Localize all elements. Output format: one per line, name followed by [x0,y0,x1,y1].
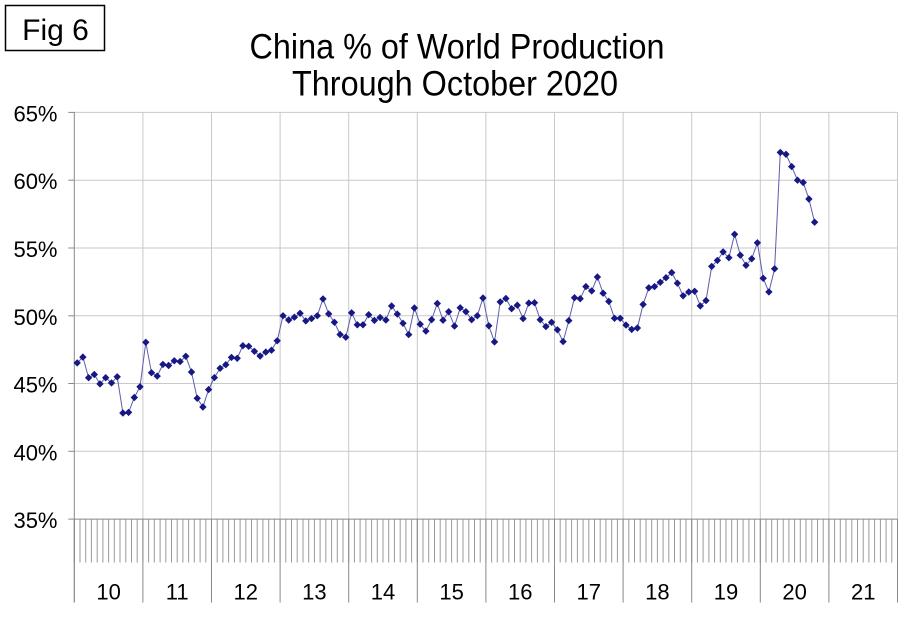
svg-text:60%: 60% [13,169,57,194]
svg-text:40%: 40% [13,440,57,465]
svg-text:10: 10 [96,580,120,605]
svg-text:16: 16 [508,580,532,605]
svg-text:35%: 35% [13,508,57,533]
svg-text:Fig 6: Fig 6 [22,14,89,47]
svg-text:17: 17 [577,580,601,605]
svg-text:20: 20 [782,580,806,605]
svg-text:China % of World Production: China % of World Production [250,27,665,66]
svg-text:14: 14 [371,580,395,605]
svg-text:21: 21 [851,580,875,605]
svg-text:65%: 65% [13,101,57,126]
svg-text:12: 12 [234,580,258,605]
svg-text:Through October 2020: Through October 2020 [292,64,618,103]
svg-text:15: 15 [439,580,463,605]
svg-text:18: 18 [645,580,669,605]
svg-text:45%: 45% [13,373,57,398]
svg-text:19: 19 [714,580,738,605]
svg-text:50%: 50% [13,305,57,330]
svg-text:55%: 55% [13,237,57,262]
svg-text:13: 13 [302,580,326,605]
svg-text:11: 11 [166,580,189,605]
